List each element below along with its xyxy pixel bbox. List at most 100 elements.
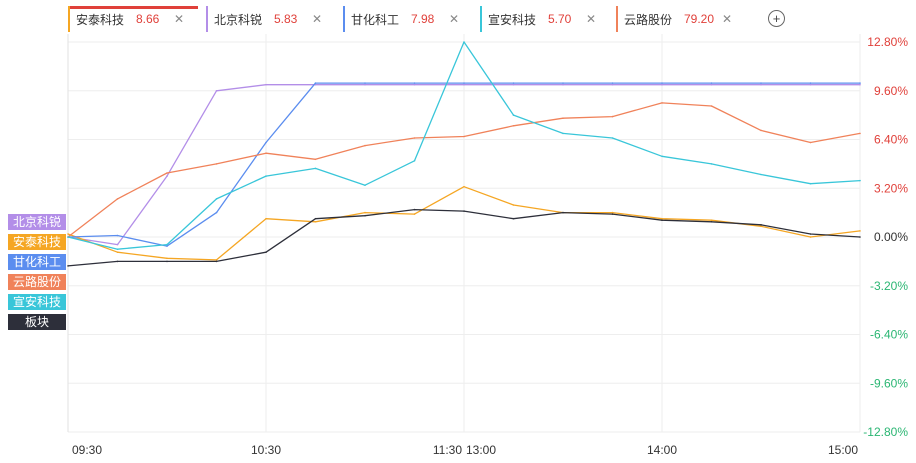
data-point: [809, 82, 812, 84]
y-tick-label: -12.80%: [863, 425, 908, 439]
stock-tab[interactable]: 云路股份 79.20 ✕: [616, 6, 746, 32]
y-tick-label: -9.60%: [870, 376, 908, 390]
data-point: [413, 83, 416, 86]
data-point: [512, 125, 515, 127]
stock-tab-name: 北京科锐: [214, 12, 263, 27]
close-icon[interactable]: ✕: [311, 12, 323, 26]
data-point: [116, 248, 119, 250]
stock-tab[interactable]: 北京科锐 5.83 ✕: [206, 6, 336, 32]
data-point: [314, 217, 317, 220]
chart-grid: [67, 34, 861, 433]
legend-item[interactable]: 安泰科技: [8, 234, 66, 250]
x-tick-label: 09:30: [72, 443, 102, 457]
stock-tab-name: 宣安科技: [488, 12, 537, 27]
data-point: [364, 214, 366, 217]
stock-tab-name: 安泰科技: [76, 12, 125, 27]
data-point: [661, 102, 663, 104]
data-point: [710, 82, 713, 84]
data-point: [413, 213, 416, 215]
data-point: [661, 83, 663, 86]
data-point: [562, 211, 564, 214]
data-point: [859, 236, 861, 238]
close-icon[interactable]: ✕: [448, 12, 460, 26]
data-point: [611, 211, 614, 214]
data-point: [859, 132, 861, 135]
stock-tab-price: 79.20: [684, 12, 715, 26]
x-tick-label: 13:00: [466, 443, 496, 457]
data-point: [215, 259, 218, 261]
data-point: [463, 135, 465, 138]
close-icon[interactable]: ✕: [173, 12, 185, 26]
close-icon[interactable]: ✕: [721, 12, 733, 26]
data-point: [710, 83, 713, 86]
legend-item[interactable]: 云路股份: [8, 274, 66, 290]
data-point: [265, 217, 267, 220]
data-point: [413, 82, 416, 84]
data-point: [859, 230, 861, 232]
data-point: [116, 234, 119, 237]
data-point: [611, 82, 614, 84]
data-point: [116, 251, 119, 253]
data-point: [463, 83, 465, 86]
data-point: [116, 243, 119, 246]
data-point: [512, 83, 515, 86]
stock-tab[interactable]: 宣安科技 5.70 ✕: [480, 6, 610, 32]
data-point: [364, 82, 366, 84]
x-tick-label: 11:30: [433, 443, 462, 457]
stock-tab-name: 云路股份: [624, 12, 673, 27]
data-point: [562, 82, 564, 84]
data-point: [611, 137, 614, 139]
close-icon[interactable]: ✕: [585, 12, 597, 26]
data-point: [760, 82, 762, 84]
data-point: [314, 167, 317, 170]
data-point: [215, 163, 218, 165]
data-point: [512, 82, 515, 84]
data-point: [67, 233, 69, 235]
legend-item[interactable]: 宣安科技: [8, 294, 66, 310]
data-point: [760, 173, 762, 176]
data-point: [512, 204, 515, 206]
data-point: [463, 82, 465, 84]
legend-item[interactable]: 北京科锐: [8, 214, 66, 230]
data-point: [166, 257, 168, 260]
data-point: [562, 117, 564, 119]
data-point: [661, 217, 663, 220]
data-point: [166, 172, 168, 174]
data-point: [265, 175, 267, 177]
stock-tab-price: 5.83: [274, 12, 298, 26]
data-point: [710, 219, 713, 221]
data-point: [760, 225, 762, 228]
data-point: [661, 155, 663, 158]
data-point: [661, 82, 663, 84]
legend-item[interactable]: 板块: [8, 314, 66, 330]
data-point: [116, 198, 119, 200]
y-tick-label: 9.60%: [874, 84, 908, 98]
data-point: [809, 141, 812, 144]
data-point: [265, 141, 267, 144]
data-point: [809, 182, 812, 185]
data-point: [215, 260, 218, 263]
data-point: [710, 163, 713, 165]
stock-tab[interactable]: 甘化科工 7.98 ✕: [343, 6, 473, 32]
data-point: [166, 175, 168, 177]
y-axis: 12.80% 9.60% 6.40% 3.20% 0.00% -3.20% -6.40% -9…: [863, 35, 908, 439]
stock-tab[interactable]: 安泰科技 8.66 ✕: [68, 6, 198, 32]
data-point: [364, 184, 366, 186]
stock-tab-name: 甘化科工: [351, 12, 400, 27]
data-point: [760, 224, 762, 226]
data-point: [859, 83, 861, 86]
data-point: [265, 83, 267, 86]
data-point: [265, 152, 267, 154]
add-icon[interactable]: +: [768, 10, 785, 27]
legend-item[interactable]: 甘化科工: [8, 254, 66, 270]
x-tick-label: 14:00: [647, 443, 677, 457]
chart-legend: 北京科锐安泰科技甘化科工云路股份宣安科技板块: [8, 214, 66, 334]
x-tick-label: 15:00: [828, 443, 858, 457]
data-point: [809, 236, 812, 238]
data-point: [67, 265, 69, 267]
data-point: [463, 210, 465, 212]
data-point: [809, 83, 812, 86]
data-point: [116, 260, 119, 263]
series-lines: [67, 41, 861, 267]
